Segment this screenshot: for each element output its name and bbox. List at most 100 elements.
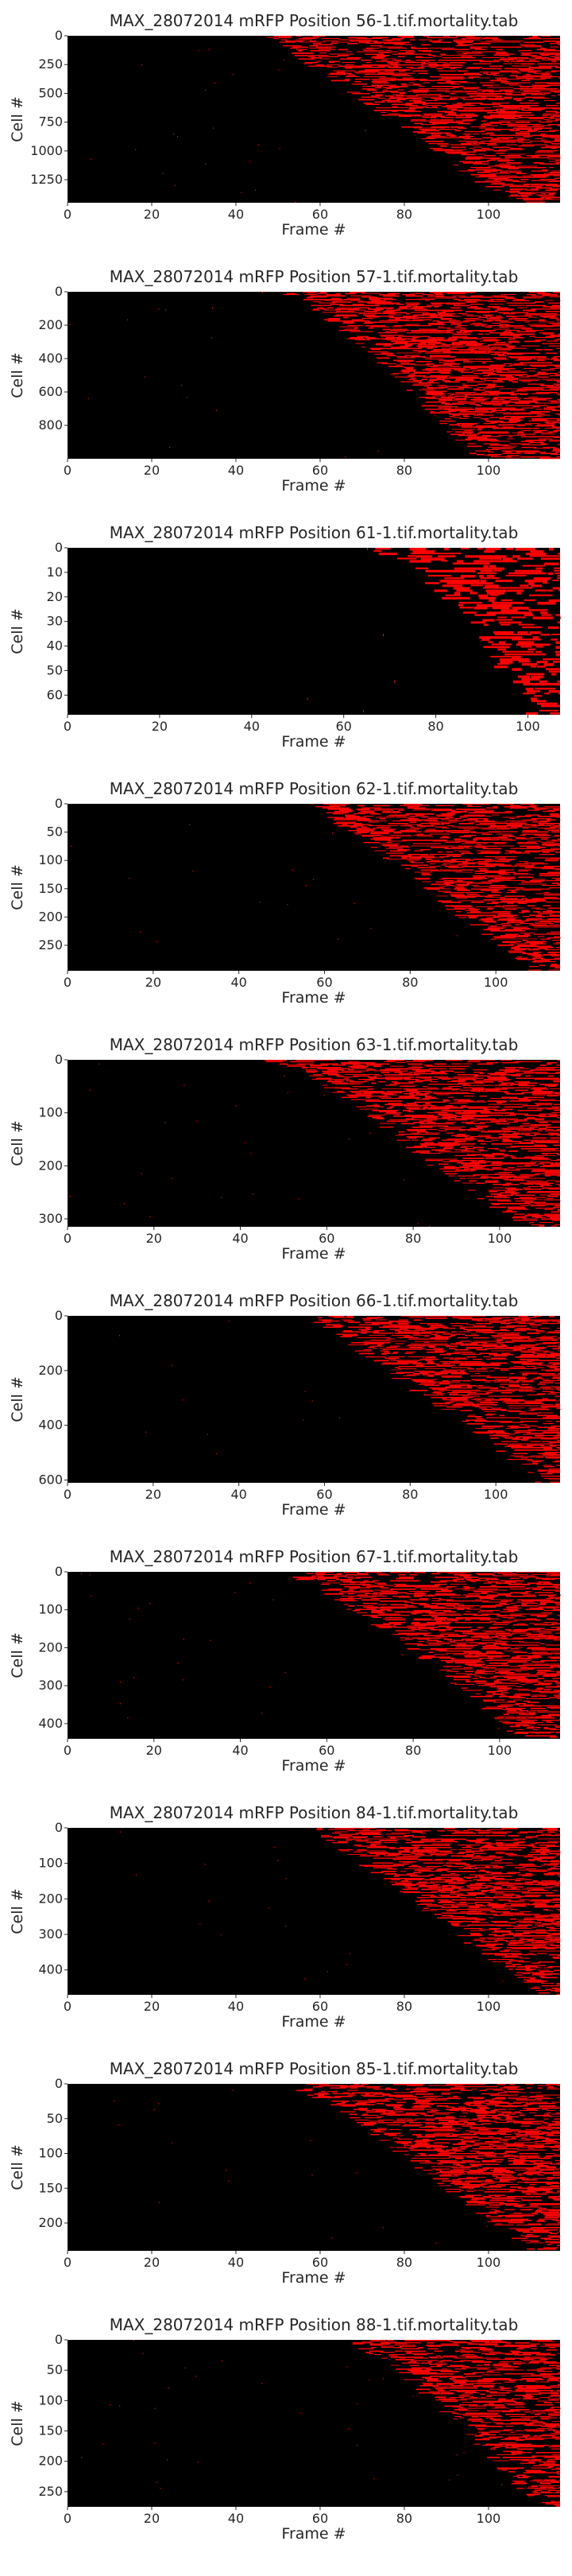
event-mark [443, 1362, 449, 1364]
event-mark [539, 1225, 545, 1227]
event-mark [524, 423, 540, 424]
event-mark [513, 1689, 529, 1690]
event-mark [461, 1354, 481, 1355]
event-mark [491, 1139, 499, 1141]
event-mark [550, 43, 560, 45]
event-mark [420, 124, 436, 125]
event-mark [404, 824, 415, 825]
event-mark [495, 1072, 515, 1073]
event-mark [444, 381, 460, 383]
event-mark [518, 1705, 542, 1707]
event-mark [492, 607, 510, 610]
event-mark [431, 1149, 445, 1151]
event-mark [129, 878, 130, 879]
event-mark [497, 371, 527, 373]
event-mark [537, 816, 560, 817]
event-mark [548, 323, 560, 324]
event-mark [509, 1443, 553, 1445]
event-mark [474, 359, 491, 360]
event-mark [468, 821, 508, 823]
event-mark [466, 1154, 508, 1156]
event-mark [458, 1100, 474, 1102]
event-mark [550, 712, 560, 715]
event-mark [528, 316, 537, 318]
event-mark [427, 55, 435, 56]
event-mark [543, 1728, 556, 1730]
event-mark [313, 879, 315, 880]
event-mark [404, 1601, 413, 1603]
event-mark [524, 1115, 546, 1116]
event-mark [473, 1431, 506, 1433]
event-mark [429, 866, 441, 867]
event-mark [358, 809, 394, 811]
event-mark [509, 1338, 523, 1340]
event-mark [553, 1144, 560, 1146]
event-mark [547, 1355, 560, 1357]
event-mark [421, 1331, 446, 1333]
event-mark [520, 1440, 528, 1441]
event-mark [462, 1115, 503, 1116]
event-mark [449, 1385, 477, 1387]
event-mark [499, 1696, 521, 1697]
event-mark [435, 1150, 450, 1152]
event-mark [531, 1589, 542, 1590]
event-mark [500, 1859, 513, 1860]
event-mark [474, 48, 487, 50]
event-mark [395, 60, 415, 62]
event-mark [446, 304, 461, 305]
event-mark [490, 114, 535, 116]
event-mark [516, 1328, 530, 1329]
event-mark [547, 156, 560, 157]
event-mark [549, 548, 554, 551]
event-mark [497, 1615, 522, 1616]
event-mark [481, 418, 489, 420]
event-mark [428, 1613, 461, 1615]
event-mark [444, 883, 454, 884]
event-mark [400, 93, 406, 95]
event-mark [528, 1459, 533, 1461]
event-mark [385, 50, 392, 51]
event-mark [506, 1674, 543, 1675]
event-mark [404, 804, 423, 805]
event-mark [402, 840, 447, 841]
event-mark [478, 143, 497, 145]
event-mark [531, 961, 543, 963]
event-mark [461, 1105, 466, 1107]
event-mark [327, 817, 344, 818]
event-mark [526, 941, 547, 943]
event-mark [417, 1627, 435, 1630]
event-mark [500, 1694, 507, 1696]
event-mark [328, 1316, 345, 1317]
event-mark [447, 395, 453, 397]
event-mark [373, 41, 409, 44]
event-mark [431, 98, 443, 99]
event-mark [408, 1356, 424, 1358]
event-mark [508, 1376, 526, 1379]
event-mark [273, 38, 279, 40]
event-mark [500, 1075, 505, 1077]
event-mark [555, 1166, 560, 1167]
event-mark [555, 835, 559, 836]
event-mark [533, 1378, 543, 1379]
event-mark [530, 1069, 560, 1071]
event-mark [508, 1098, 528, 1100]
event-mark [514, 1329, 539, 1331]
event-mark [435, 1577, 458, 1578]
event-mark [390, 1360, 421, 1361]
event-mark [471, 888, 504, 890]
event-mark [539, 440, 543, 442]
event-mark [481, 1646, 499, 1647]
event-mark [397, 89, 404, 91]
event-mark [427, 105, 442, 106]
event-mark [447, 1573, 466, 1574]
event-mark [439, 74, 482, 76]
event-mark [425, 1318, 447, 1319]
event-mark [450, 433, 465, 436]
event-mark [381, 1088, 403, 1089]
event-mark [498, 1134, 530, 1135]
event-mark [441, 402, 450, 405]
event-mark [531, 1091, 553, 1092]
event-mark [389, 1580, 420, 1582]
event-mark [465, 910, 478, 911]
event-mark [454, 592, 460, 596]
